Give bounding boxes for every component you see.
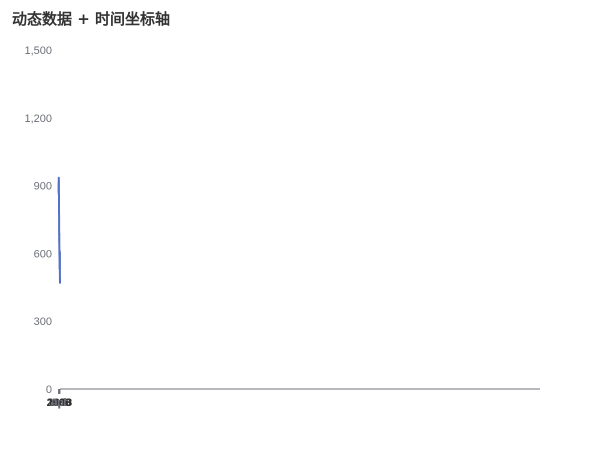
x-tick-label: Jul: [52, 397, 66, 409]
x-tick-label: Apr: [51, 397, 68, 409]
x-tick-label: Jul: [52, 397, 66, 409]
x-tick-label: Oct: [50, 397, 67, 409]
y-axis-labels: 0 300 600 900 1,200 1,500: [24, 45, 52, 396]
x-tick-label: Apr: [50, 397, 67, 409]
x-tick-label: 1998: [48, 397, 72, 409]
x-tick-label: Oct: [51, 397, 68, 409]
x-tick-label: 1999: [47, 397, 71, 409]
y-tick-label: 1,500: [24, 45, 52, 57]
y-tick-label: 1,200: [24, 113, 52, 125]
x-tick-label: Jul: [53, 397, 67, 409]
x-tick-label: 2000: [47, 397, 71, 409]
chart-title: 动态数据 + 时间坐标轴: [12, 10, 171, 28]
y-tick-label: 600: [34, 248, 52, 260]
x-tick-label: Apr: [51, 397, 68, 409]
series-line: [57, 176, 61, 284]
y-tick-label: 900: [34, 181, 52, 193]
axes: [58, 388, 540, 394]
y-tick-label: 300: [34, 316, 52, 328]
y-tick-label: 0: [46, 384, 52, 396]
